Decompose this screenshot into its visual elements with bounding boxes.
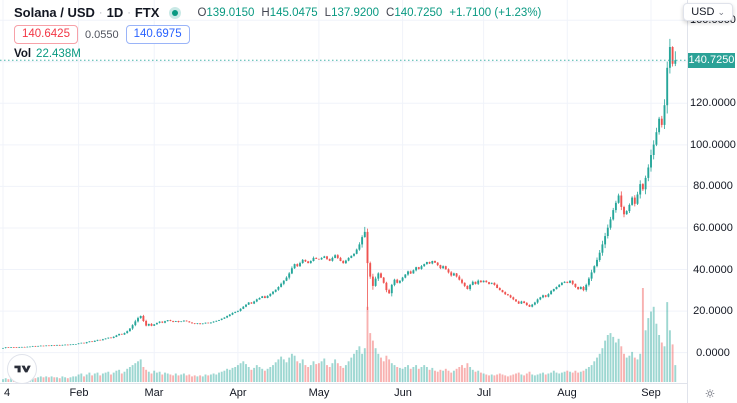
interval-label: 1D <box>106 5 124 20</box>
time-tick-label: Mar <box>144 387 164 399</box>
gear-icon <box>705 388 715 398</box>
high-label: H <box>261 6 270 19</box>
low-label: L <box>324 6 332 19</box>
currency-dropdown[interactable]: USD ⌄ <box>683 3 733 21</box>
symbol-name: Solana / USD <box>14 5 95 20</box>
open-value: 139.0150 <box>206 6 255 19</box>
chart-legend: Solana / USD · 1D · FTX O 139.0150 H 145.0… <box>14 4 541 60</box>
tradingview-logo-icon <box>13 365 31 373</box>
price-tick-label: 60.0000 <box>693 222 733 234</box>
chevron-down-icon: ⌄ <box>717 6 725 17</box>
currency-dropdown-value: USD <box>691 6 715 18</box>
exchange-label: FTX <box>134 5 160 20</box>
separator-dot: · <box>98 6 103 19</box>
chart-settings-button[interactable] <box>699 385 721 401</box>
price-tick-label: 100.0000 <box>690 139 736 151</box>
volume-row: Vol 22.438M <box>14 48 541 60</box>
open-label: O <box>197 6 207 19</box>
close-value: 140.7250 <box>394 6 443 19</box>
separator-dot: · <box>127 6 131 19</box>
low-value: 137.9200 <box>331 6 380 19</box>
close-label: C <box>386 6 395 19</box>
time-tick-label: 4 <box>4 387 11 399</box>
buy-ask-button[interactable]: 140.6975 <box>125 25 190 44</box>
price-axis[interactable]: 160.0000120.0000100.000080.000060.000040… <box>687 0 737 403</box>
ohlc-values: O 139.0150 H 145.0475 L 137.9200 C 140.7250 … <box>197 7 541 19</box>
time-axis[interactable]: 4 Feb Mar Apr May Jun Jul Aug Sep <box>0 383 687 403</box>
time-tick-label: May <box>308 387 330 399</box>
sell-bid-button[interactable]: 140.6425 <box>14 25 78 44</box>
spread-value: 0.0550 <box>84 28 119 41</box>
volume-label: Vol <box>14 48 32 60</box>
volume-value: 22.438M <box>36 48 81 60</box>
price-tick-label: 20.0000 <box>693 305 733 317</box>
tradingview-logo[interactable] <box>7 354 37 384</box>
time-tick-label: Aug <box>557 387 577 399</box>
price-tick-label: 80.0000 <box>693 180 733 192</box>
high-value: 145.0475 <box>269 6 318 19</box>
bid-ask-row: 140.6425 0.0550 140.6975 <box>14 25 541 44</box>
price-tick-label: 120.0000 <box>690 97 736 109</box>
time-tick-label: Jul <box>476 387 492 399</box>
time-tick-label: Jun <box>394 387 412 399</box>
change-value: +1.7100 (+1.23%) <box>449 6 542 19</box>
market-status-dot-icon <box>169 6 182 19</box>
price-tick-label: 0.0000 <box>696 347 730 359</box>
candlestick-chart-canvas[interactable] <box>0 0 687 383</box>
time-tick-label: Feb <box>69 387 89 399</box>
time-tick-label: Sep <box>641 387 661 399</box>
symbol-title-row[interactable]: Solana / USD · 1D · FTX O 139.0150 H 145.0… <box>14 4 541 21</box>
time-tick-label: Apr <box>229 387 247 399</box>
current-price-label: 140.7250 <box>688 53 735 68</box>
price-tick-label: 40.0000 <box>693 264 733 276</box>
